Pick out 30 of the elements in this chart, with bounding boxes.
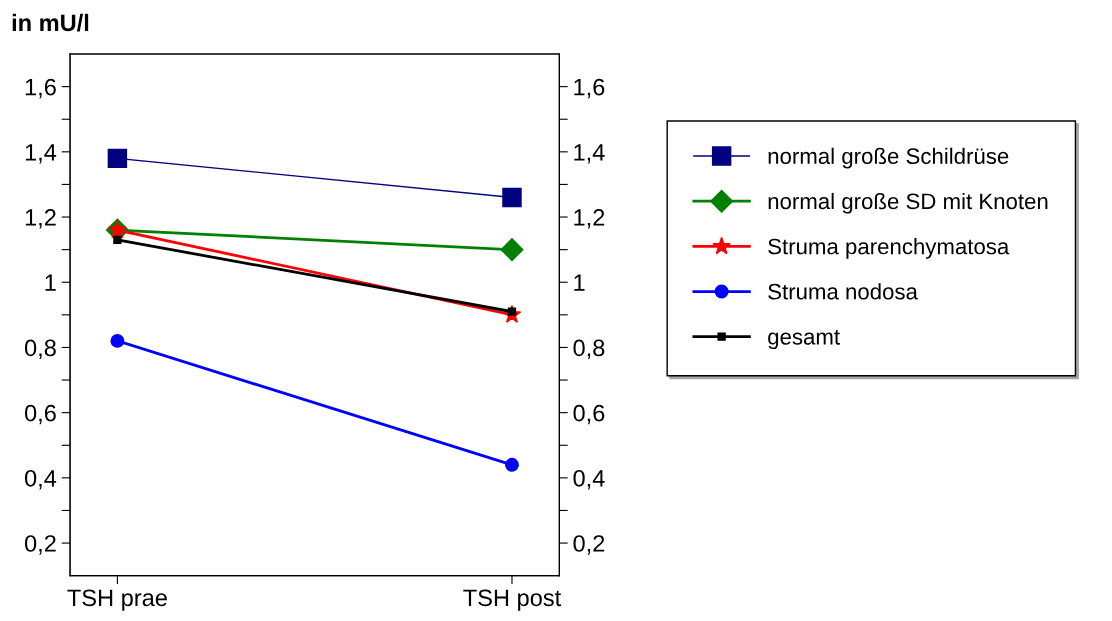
y2-tick-label: 1 — [574, 274, 585, 291]
legend-label: normal große SD mit Knoten — [768, 192, 1048, 214]
y-tick-label: 1,6 — [25, 78, 56, 99]
legend-label: normal große Schildrüse — [768, 147, 1009, 169]
point — [505, 457, 519, 472]
y2-tick-label: 0,4 — [573, 469, 605, 490]
y-tick-label: 1,2 — [25, 209, 56, 229]
y2-tick-label: 1,2 — [574, 209, 605, 229]
legend-label: Struma nodosa — [768, 283, 918, 300]
y-tick-label: 1 — [45, 274, 56, 291]
y-tick-label: 0,6 — [24, 404, 56, 425]
point — [502, 187, 522, 208]
point — [107, 148, 128, 169]
y2-tick-label: 1,4 — [574, 144, 605, 164]
y-tick-label: 1,4 — [25, 144, 57, 164]
y2-tick-label: 1,6 — [574, 78, 605, 99]
legend-label: Struma parenchymatosa — [768, 238, 1010, 259]
y2-tick-label: 0,2 — [573, 535, 605, 555]
x-tick-label: TSH prae — [67, 589, 167, 611]
y2-tick-label: 0,6 — [573, 404, 605, 425]
x-tick-label: TSH post — [463, 589, 562, 611]
y-tick-label: 0,8 — [24, 339, 56, 360]
point — [113, 235, 122, 245]
point — [110, 333, 125, 348]
y-axis-title: in mU/l — [12, 13, 89, 32]
y-tick-label: 0,4 — [24, 469, 57, 490]
legend-label: gesamt — [768, 330, 840, 350]
point — [500, 238, 524, 262]
y-tick-label: 0,2 — [24, 535, 56, 555]
y2-tick-label: 0,8 — [573, 339, 605, 360]
